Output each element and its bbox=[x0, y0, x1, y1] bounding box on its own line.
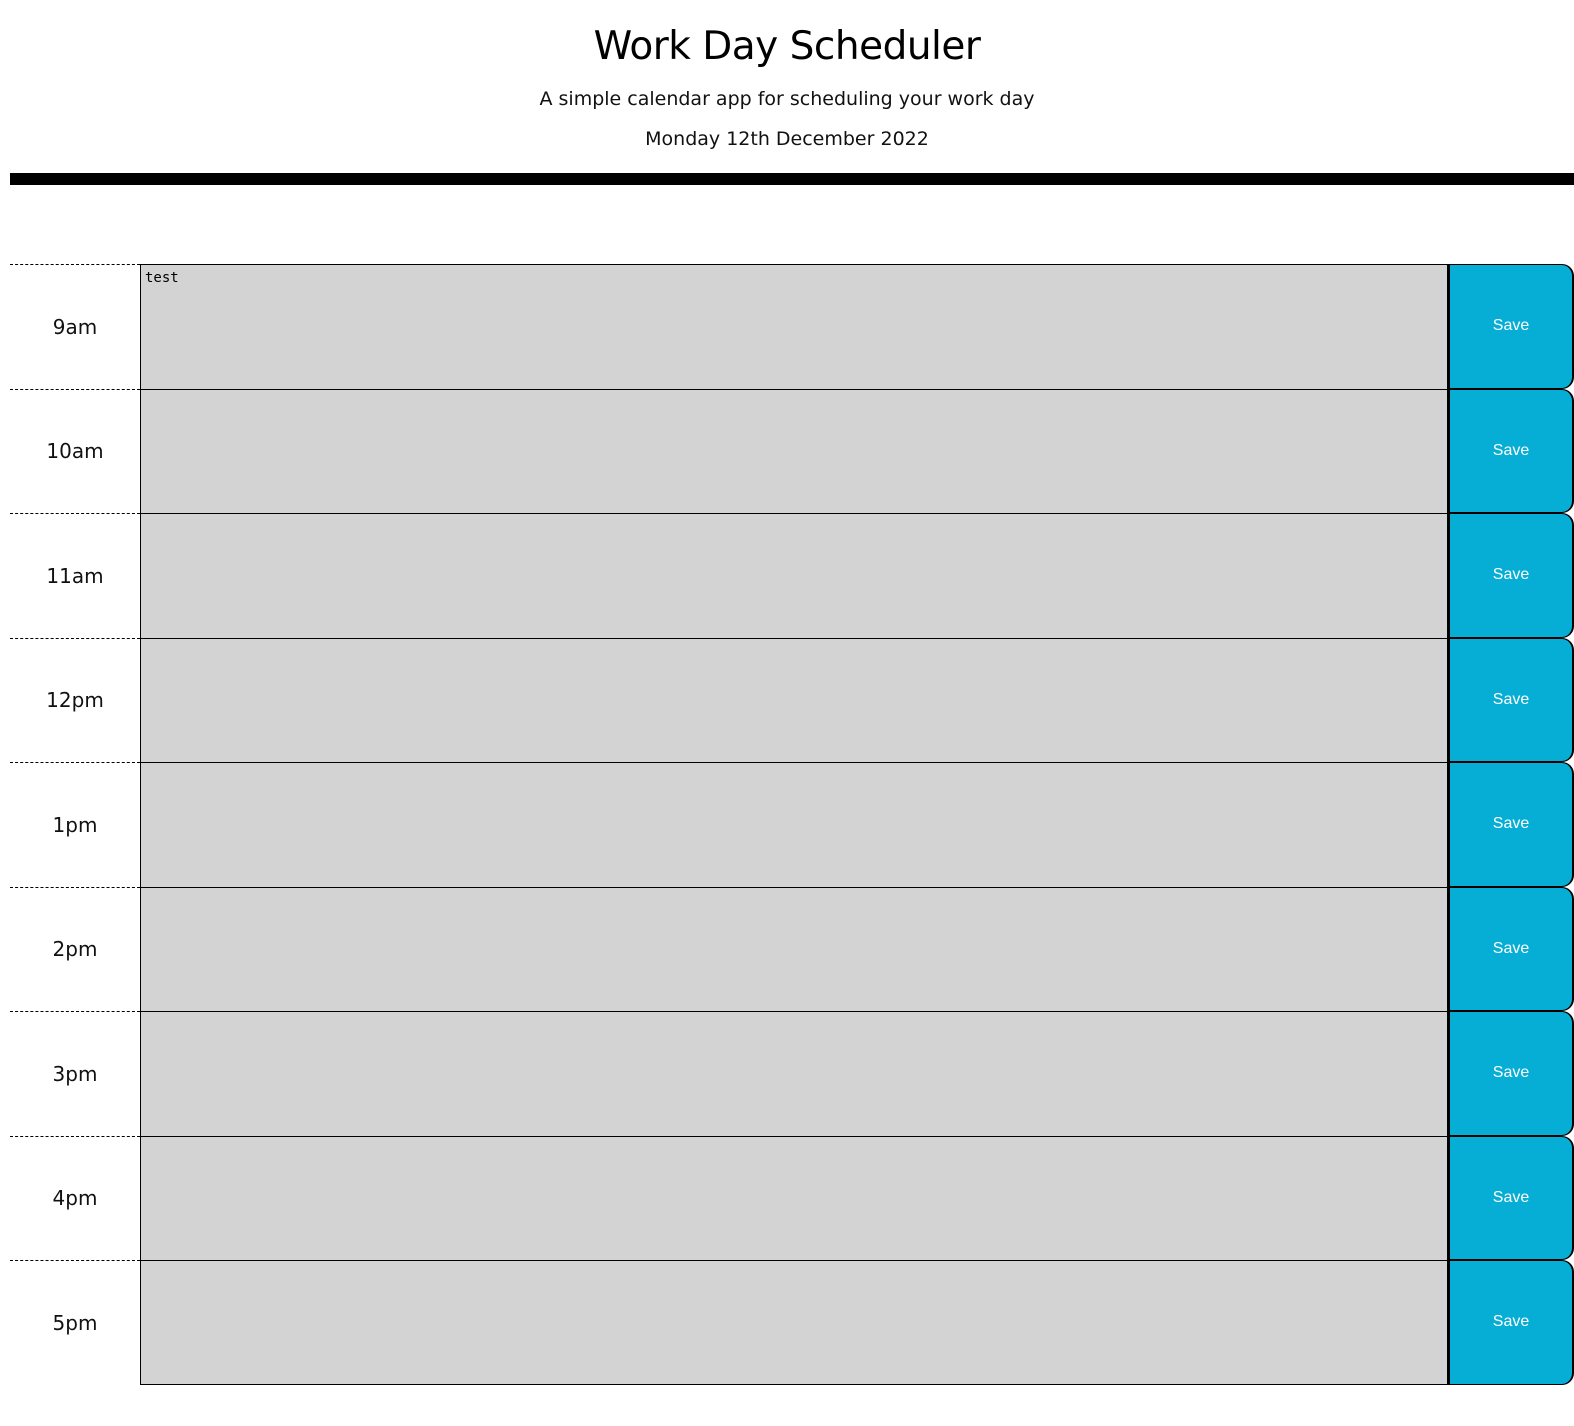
event-textarea[interactable] bbox=[140, 1011, 1448, 1136]
event-textarea[interactable] bbox=[140, 388, 1448, 513]
hour-label: 4pm bbox=[10, 1135, 140, 1261]
save-button[interactable]: Save bbox=[1448, 513, 1574, 638]
event-textarea[interactable] bbox=[140, 1260, 1448, 1385]
event-textarea[interactable] bbox=[140, 886, 1448, 1011]
current-day: Monday 12th December 2022 bbox=[645, 128, 929, 150]
save-button[interactable]: Save bbox=[1448, 1260, 1574, 1385]
event-textarea[interactable]: test bbox=[140, 264, 1448, 389]
event-textarea[interactable] bbox=[140, 513, 1448, 638]
page-header: Work Day Scheduler A simple calendar app… bbox=[0, 0, 1574, 150]
event-textarea[interactable] bbox=[140, 637, 1448, 762]
hour-label: 5pm bbox=[10, 1260, 140, 1385]
hour-label: 11am bbox=[10, 513, 140, 638]
hour-label: 1pm bbox=[10, 762, 140, 887]
timeblock-row: 2pm Save bbox=[10, 886, 1574, 1012]
timeblock-row: 4pm Save bbox=[10, 1135, 1574, 1261]
timeblock-row: 9am test Save bbox=[10, 264, 1574, 389]
timeblock-row: 5pm Save bbox=[10, 1260, 1574, 1385]
timeblock-list: 9am test Save 10am Save 11am Save 12pm S… bbox=[10, 264, 1574, 1385]
save-button[interactable]: Save bbox=[1448, 762, 1574, 887]
save-button[interactable]: Save bbox=[1448, 388, 1574, 513]
timeblock-row: 10am Save bbox=[10, 388, 1574, 514]
hour-label: 12pm bbox=[10, 637, 140, 763]
timeblock-row: 1pm Save bbox=[10, 762, 1574, 887]
save-button[interactable]: Save bbox=[1448, 886, 1574, 1011]
event-textarea[interactable] bbox=[140, 762, 1448, 887]
event-textarea[interactable] bbox=[140, 1135, 1448, 1260]
save-button[interactable]: Save bbox=[1448, 1135, 1574, 1260]
event-text: test bbox=[145, 270, 179, 286]
hour-label: 2pm bbox=[10, 886, 140, 1012]
page-title: Work Day Scheduler bbox=[593, 24, 981, 69]
timeblock-row: 11am Save bbox=[10, 513, 1574, 638]
hour-label: 10am bbox=[10, 388, 140, 514]
save-button[interactable]: Save bbox=[1448, 637, 1574, 762]
hour-label: 9am bbox=[10, 264, 140, 389]
page-subtitle: A simple calendar app for scheduling you… bbox=[539, 88, 1035, 110]
header-divider bbox=[10, 173, 1574, 185]
hour-label: 3pm bbox=[10, 1011, 140, 1136]
save-button[interactable]: Save bbox=[1448, 264, 1574, 389]
timeblock-row: 12pm Save bbox=[10, 637, 1574, 763]
timeblock-row: 3pm Save bbox=[10, 1011, 1574, 1136]
save-button[interactable]: Save bbox=[1448, 1011, 1574, 1136]
